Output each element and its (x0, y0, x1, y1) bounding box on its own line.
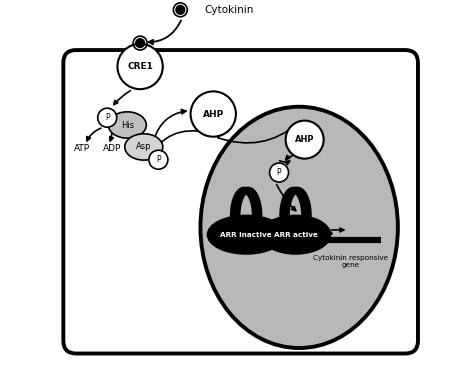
Text: Asp: Asp (136, 142, 152, 152)
Ellipse shape (201, 107, 398, 348)
Text: ATP: ATP (73, 144, 90, 153)
Text: Cytokinin: Cytokinin (204, 5, 254, 15)
Text: His: His (121, 120, 134, 130)
Circle shape (176, 6, 185, 14)
Circle shape (98, 108, 117, 127)
Ellipse shape (208, 216, 284, 254)
Text: P: P (105, 113, 109, 122)
Text: P: P (156, 155, 161, 164)
Text: CRE1: CRE1 (127, 62, 153, 71)
Text: ARR active: ARR active (273, 232, 318, 238)
Circle shape (136, 39, 145, 47)
Circle shape (270, 163, 289, 182)
Circle shape (286, 121, 324, 159)
Text: P: P (277, 168, 282, 177)
Text: ARR inactive: ARR inactive (220, 232, 272, 238)
Circle shape (149, 150, 168, 169)
Ellipse shape (261, 216, 330, 254)
Ellipse shape (125, 134, 163, 160)
FancyBboxPatch shape (64, 50, 418, 353)
Ellipse shape (108, 112, 146, 138)
Circle shape (118, 44, 163, 89)
Circle shape (191, 91, 236, 137)
Text: Cytokinin responsive
gene: Cytokinin responsive gene (313, 255, 388, 268)
Text: AHP: AHP (202, 109, 224, 119)
Text: ADP: ADP (103, 144, 121, 153)
Text: AHP: AHP (295, 135, 314, 144)
